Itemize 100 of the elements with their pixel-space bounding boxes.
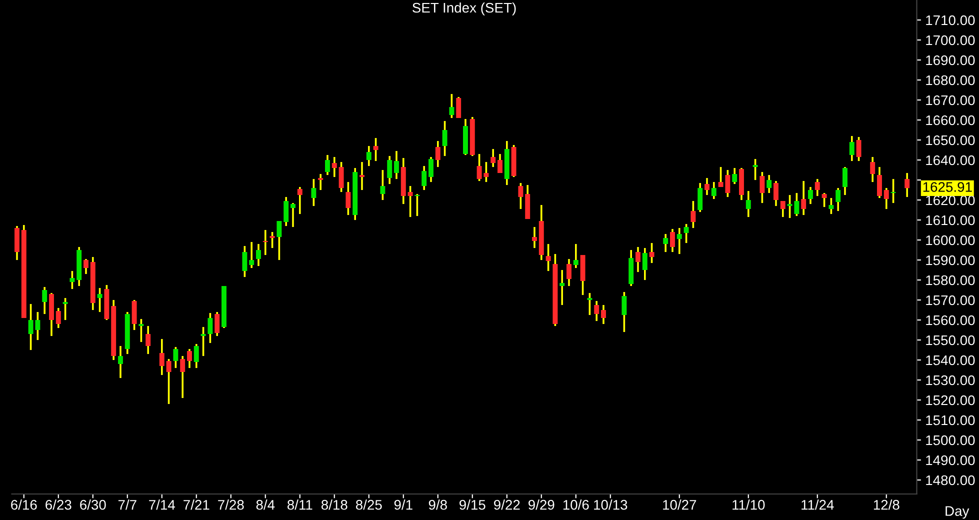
candlestick — [187, 348, 192, 369]
x-tick-label: 10/27 — [663, 500, 696, 510]
y-tick-label: 1640.00 — [926, 155, 975, 166]
candlestick — [856, 136, 862, 162]
y-tick-label: 1480.00 — [926, 475, 975, 486]
x-tick-label: 7/14 — [149, 500, 175, 510]
candlestick — [490, 148, 496, 168]
candlestick — [442, 120, 448, 157]
candlestick — [904, 172, 910, 198]
candlestick — [842, 166, 848, 196]
candlestick — [884, 187, 889, 210]
y-tick-label: 1590.00 — [926, 255, 975, 266]
candlestick — [276, 220, 282, 261]
candlestick — [166, 358, 172, 405]
y-tick-label: 1600.00 — [926, 235, 975, 246]
candlestick — [325, 154, 330, 176]
candlestick — [194, 343, 199, 369]
candlestick — [636, 246, 640, 273]
candlestick — [56, 307, 61, 329]
y-tick-label: 1680.00 — [926, 75, 975, 86]
candlestick — [449, 93, 454, 119]
candlestick — [373, 137, 378, 162]
y-tick-label: 1550.00 — [926, 335, 975, 346]
y-tick-label: 1490.00 — [926, 455, 975, 466]
y-tick-label: 1650.00 — [926, 135, 975, 146]
candlestick — [890, 178, 896, 204]
y-tick-label: 1540.00 — [926, 355, 975, 366]
y-tick-label: 1710.00 — [926, 15, 975, 26]
candlestick — [180, 355, 186, 399]
candlestick — [42, 286, 48, 315]
candlestick — [801, 180, 806, 216]
y-tick-label: 1510.00 — [926, 415, 975, 426]
y-tick-label: 1610.00 — [926, 215, 975, 226]
x-tick-label: 8/4 — [256, 500, 275, 510]
candlestick — [360, 161, 364, 191]
text: 1625.91 — [923, 182, 972, 192]
candlestick — [670, 228, 675, 253]
candlestick — [408, 185, 413, 218]
candlestick — [456, 96, 462, 119]
candlestick — [594, 300, 600, 322]
candlestick — [256, 243, 261, 267]
candlestick — [649, 242, 654, 264]
candlestick — [84, 258, 88, 275]
candlestick — [498, 153, 502, 174]
candlestick — [684, 223, 689, 244]
candlestick — [732, 167, 738, 185]
candlestick — [208, 312, 213, 344]
x-tick-label: 10/13 — [594, 500, 628, 510]
candlestick — [214, 311, 220, 337]
candlestick — [752, 158, 758, 181]
candlestick — [414, 193, 420, 217]
candlestick — [297, 186, 302, 215]
candlestick — [766, 174, 772, 194]
candlestick — [546, 243, 551, 272]
candlestick — [560, 269, 565, 306]
candlestick — [532, 226, 537, 249]
x-tick-label: 9/22 — [494, 500, 520, 510]
x-tick-label: 8/25 — [356, 500, 382, 510]
candlestick — [318, 173, 324, 191]
y-tick-label: 1690.00 — [926, 55, 975, 66]
x-tick-label: 6/23 — [46, 500, 72, 510]
y-tick-label: 1670.00 — [926, 95, 975, 106]
candlestick — [132, 299, 137, 331]
candlestick — [704, 177, 710, 196]
y-tick-label: 1580.00 — [926, 275, 975, 286]
y-tick-label: 1530.00 — [926, 375, 975, 386]
candlestick — [332, 156, 337, 178]
x-tick-label: 12/8 — [874, 500, 900, 510]
x-tick-label: 11/10 — [732, 500, 765, 510]
x-tick-label: 8/11 — [287, 500, 312, 510]
candlestick — [173, 346, 178, 369]
candlestick — [242, 245, 248, 278]
y-tick-label: 1560.00 — [926, 315, 975, 326]
candlestick — [290, 202, 296, 228]
candlestick — [822, 192, 827, 208]
candlestick — [828, 197, 834, 215]
candlestick — [642, 247, 648, 281]
candlestick — [14, 225, 20, 261]
candlestick — [311, 178, 316, 207]
candlestick — [808, 186, 813, 205]
candlestick — [159, 338, 164, 376]
candlestick — [870, 156, 876, 183]
candlestick — [380, 169, 386, 201]
y-tick-label: 1570.00 — [926, 295, 975, 306]
x-tick-label: 8/18 — [321, 500, 348, 510]
x-tick-label: 10/6 — [563, 500, 589, 510]
candlestick — [435, 140, 440, 168]
candlestick — [394, 150, 399, 180]
candlestick — [97, 287, 102, 313]
x-axis-title: Day — [946, 506, 970, 519]
chart-title: SET Index (SET) — [412, 2, 516, 16]
candlestick — [676, 227, 682, 255]
candlestick — [249, 241, 254, 269]
candlestick — [270, 231, 275, 249]
candlestick — [814, 178, 820, 197]
x-tick-label: 9/1 — [394, 500, 412, 510]
candlestick — [622, 291, 627, 333]
y-tick-label: 1700.00 — [926, 35, 975, 46]
candlestick — [836, 187, 841, 212]
candlestick — [877, 166, 882, 199]
